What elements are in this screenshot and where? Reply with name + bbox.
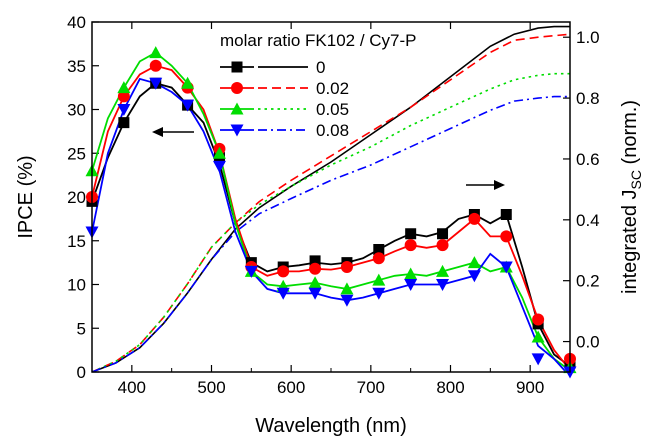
y-tick-label-left: 10 xyxy=(67,276,86,295)
legend-marker xyxy=(231,61,243,73)
ipce-point xyxy=(436,239,449,252)
x-tick-label: 400 xyxy=(118,378,146,397)
legend-marker xyxy=(230,124,244,137)
jsc-series-line xyxy=(92,95,570,372)
ipce-point xyxy=(436,264,450,277)
ipce-point xyxy=(404,279,418,291)
jsc-curves xyxy=(92,25,570,372)
y-tick-label-left: 5 xyxy=(77,319,86,338)
y-tick-label-left: 30 xyxy=(67,101,86,120)
ipce-point xyxy=(500,209,512,220)
ipce-point xyxy=(340,282,354,295)
ipce-point xyxy=(244,265,258,278)
y-axis-title-left: IPCE (%) xyxy=(15,155,37,238)
legend-label: 0 xyxy=(316,58,325,77)
ipce-point xyxy=(340,261,353,273)
ipce-point xyxy=(308,287,322,300)
y-tick-label-left: 40 xyxy=(67,13,86,32)
ipce-point xyxy=(372,287,386,300)
ipce-point xyxy=(499,261,513,274)
annotation-arrow-right xyxy=(466,180,505,190)
y-tick-label-right: 0.6 xyxy=(576,150,600,169)
jsc-series-line xyxy=(92,72,570,372)
ipce-point xyxy=(149,46,163,59)
legend-label: 0.05 xyxy=(316,100,349,119)
ipce-point xyxy=(308,276,322,289)
legend: molar ratio FK102 / Cy7-P 0 0.02 0.05 0.08 xyxy=(220,31,417,140)
ipce-point xyxy=(467,270,481,283)
y-axis-title-right-suffix: (norm.) xyxy=(619,100,641,170)
y-axis-title-right: integrated JSC (norm.) xyxy=(619,100,644,294)
legend-marker xyxy=(230,102,244,115)
ipce-point xyxy=(404,267,418,280)
y-tick-label-right: 0.0 xyxy=(576,333,600,352)
plot-frame xyxy=(91,21,571,373)
ipce-point xyxy=(531,353,545,366)
ipce-point xyxy=(468,212,481,225)
y-axis-title-right-sub: SC xyxy=(628,170,644,189)
x-tick-label: 700 xyxy=(357,378,385,397)
ipce-point xyxy=(532,313,545,326)
ipce-point xyxy=(404,239,417,252)
x-tick-label: 900 xyxy=(516,378,544,397)
ipce-point xyxy=(372,252,385,265)
x-tick-label: 600 xyxy=(277,378,305,397)
ipce-series-line xyxy=(92,51,567,369)
ipce-point xyxy=(500,230,513,243)
ipce-point xyxy=(437,228,449,240)
ipce-point xyxy=(531,330,545,343)
ipce-point xyxy=(405,228,417,240)
ipce-point xyxy=(467,256,481,269)
ipce-point xyxy=(212,160,226,173)
ipce-series-line xyxy=(92,64,567,366)
y-tick-label-left: 20 xyxy=(67,188,86,207)
annotation-arrow-left xyxy=(152,127,194,137)
ipce-point xyxy=(181,76,195,89)
ipce-point xyxy=(118,117,130,129)
legend-label: 0.08 xyxy=(316,121,349,140)
x-axis-title: Wavelength (nm) xyxy=(255,415,407,437)
legend-title: molar ratio FK102 / Cy7-P xyxy=(220,31,417,50)
ipce-curves xyxy=(92,51,567,372)
legend-marker xyxy=(231,82,243,94)
ipce-point xyxy=(117,81,131,94)
legend-label: 0.02 xyxy=(316,79,349,98)
ipce-point xyxy=(212,146,226,159)
ipce-series-line xyxy=(92,82,567,365)
x-tick-label: 500 xyxy=(197,378,225,397)
ipce-point xyxy=(117,104,131,116)
ipce-point xyxy=(373,244,385,255)
ipce-point xyxy=(117,90,130,103)
ipce-series-line xyxy=(92,77,567,372)
tick-labels: 400 500 600 700 800 900 0 5 10 15 20 25 30 35 40 0.0 0.2… xyxy=(67,13,600,397)
y-tick-label-right: 1.0 xyxy=(576,28,600,47)
y-axis-title-right-main: integrated J xyxy=(619,189,641,294)
ipce-point xyxy=(149,59,162,72)
y-tick-label-right: 0.4 xyxy=(576,211,600,230)
ipce-point xyxy=(436,279,450,291)
ipce-point xyxy=(309,255,321,267)
x-tick-label: 800 xyxy=(436,378,464,397)
ipce-point xyxy=(340,294,354,307)
ipce-point xyxy=(149,77,163,90)
y-tick-label-right: 0.2 xyxy=(576,272,600,291)
y-tick-label-left: 35 xyxy=(67,57,86,76)
ipce-point xyxy=(277,265,290,278)
ipce-point xyxy=(276,287,290,300)
ipce-point xyxy=(372,273,386,286)
ipce-point xyxy=(181,99,195,112)
y-tick-label-left: 25 xyxy=(67,144,86,163)
y-tick-label-right: 0.8 xyxy=(576,89,600,108)
tick-layer xyxy=(91,21,571,373)
y-tick-label-left: 0 xyxy=(77,363,86,382)
ipce-point xyxy=(309,262,322,275)
y-tick-label-left: 15 xyxy=(67,232,86,251)
